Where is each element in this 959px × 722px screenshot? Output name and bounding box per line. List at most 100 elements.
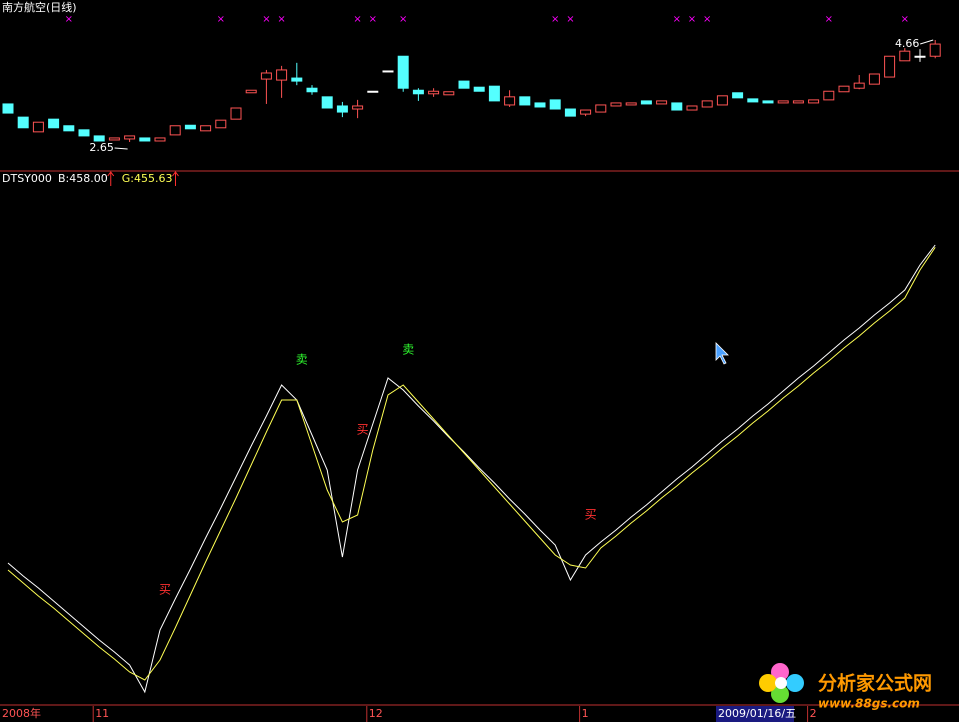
candle-body bbox=[838, 85, 850, 93]
x-tick-label: 12 bbox=[369, 707, 383, 720]
logo-petal bbox=[771, 663, 789, 681]
x-tick-label: 2 bbox=[810, 707, 817, 720]
candle-body bbox=[564, 108, 576, 117]
candle-body bbox=[108, 137, 120, 141]
candle-body bbox=[17, 116, 29, 129]
candle-body bbox=[595, 104, 607, 113]
candle-body bbox=[640, 100, 652, 105]
candle-body bbox=[914, 55, 926, 58]
candle-body bbox=[200, 125, 212, 132]
candle-body bbox=[686, 105, 698, 111]
logo-center bbox=[775, 677, 787, 689]
signal-marker: × bbox=[551, 14, 559, 25]
candle-body bbox=[777, 100, 789, 104]
candle-body bbox=[853, 82, 865, 89]
candle-body bbox=[2, 103, 14, 114]
indicator-line bbox=[7, 244, 936, 694]
candle-body bbox=[78, 129, 90, 137]
legend-arrow bbox=[172, 171, 179, 186]
signal-marker: × bbox=[262, 14, 270, 25]
candle-body bbox=[215, 119, 227, 129]
logo-petal bbox=[759, 674, 777, 692]
signal-marker: × bbox=[353, 14, 361, 25]
signal-marker: × bbox=[217, 14, 225, 25]
signal-marker: × bbox=[901, 14, 909, 25]
candle-body bbox=[245, 89, 257, 94]
candle-body bbox=[929, 43, 941, 57]
candle-body bbox=[884, 55, 896, 78]
candle-body bbox=[519, 96, 531, 106]
candle-body bbox=[671, 102, 683, 111]
annotation: 2.65 bbox=[89, 141, 114, 154]
candle-body bbox=[701, 100, 713, 108]
candle-body bbox=[48, 118, 60, 129]
candle-body bbox=[336, 105, 348, 113]
candle-body bbox=[534, 102, 546, 108]
watermark: 分析家公式网 www.88gs.com bbox=[759, 663, 932, 711]
candle-body bbox=[625, 102, 637, 106]
candle-body bbox=[276, 69, 288, 81]
candle-body bbox=[899, 50, 911, 62]
candle-body bbox=[352, 105, 364, 110]
signal-marker: × bbox=[399, 14, 407, 25]
candle-body bbox=[291, 77, 303, 82]
annotation-arrow bbox=[114, 147, 128, 150]
candle-body bbox=[443, 91, 455, 96]
candle-body bbox=[367, 90, 379, 93]
candle-body bbox=[823, 90, 835, 101]
signal-marker: × bbox=[566, 14, 574, 25]
candle-body bbox=[321, 96, 333, 109]
candle-body bbox=[504, 96, 516, 106]
candle-body bbox=[549, 99, 561, 110]
cursor bbox=[715, 342, 729, 365]
candle-body bbox=[139, 137, 151, 142]
annotation: 4.66 bbox=[895, 37, 920, 50]
cursor-label-box bbox=[716, 706, 794, 722]
watermark-url: www.88gs.com bbox=[818, 697, 920, 711]
candle-body bbox=[732, 92, 744, 99]
candle-body bbox=[382, 70, 394, 73]
trade-signal: 买 bbox=[159, 582, 171, 596]
indicator-line bbox=[7, 247, 936, 681]
signal-marker: × bbox=[65, 14, 73, 25]
trade-signal: 卖 bbox=[296, 353, 308, 367]
candle-body bbox=[184, 124, 196, 130]
x-tick-label: 1 bbox=[582, 707, 589, 720]
annotation-arrow bbox=[920, 39, 934, 45]
candle-body bbox=[868, 73, 880, 85]
candle-body bbox=[169, 125, 181, 136]
candle-body bbox=[428, 90, 440, 95]
signal-marker: × bbox=[703, 14, 711, 25]
candle-body bbox=[230, 107, 242, 120]
trade-signal: 卖 bbox=[402, 343, 414, 357]
candle-body bbox=[808, 99, 820, 104]
candle-body bbox=[580, 109, 592, 115]
indicator-title: DTSY000 bbox=[2, 172, 52, 185]
logo-petal bbox=[771, 685, 789, 703]
signal-marker: × bbox=[369, 14, 377, 25]
candle-body bbox=[458, 80, 470, 89]
legend-arrow bbox=[107, 171, 115, 186]
x-tick-label: 11 bbox=[95, 707, 109, 720]
trade-signal: 买 bbox=[357, 423, 369, 437]
candle-body bbox=[747, 98, 759, 103]
candle-body bbox=[63, 125, 75, 132]
signal-marker: × bbox=[277, 14, 285, 25]
candle-body bbox=[93, 135, 105, 142]
chart-title: 南方航空(日线) bbox=[2, 0, 77, 14]
x-tick-label: 2008年 bbox=[2, 706, 41, 720]
candle-body bbox=[792, 100, 804, 104]
watermark-title: 分析家公式网 bbox=[818, 672, 932, 695]
candle-body bbox=[656, 100, 668, 105]
candle-body bbox=[397, 55, 409, 89]
candle-body bbox=[154, 137, 166, 142]
candle-body bbox=[32, 121, 44, 133]
signal-marker: × bbox=[825, 14, 833, 25]
logo-petal bbox=[786, 674, 804, 692]
signal-marker: × bbox=[673, 14, 681, 25]
candle-body bbox=[488, 85, 500, 102]
candle-body bbox=[306, 87, 318, 93]
signal-marker: × bbox=[688, 14, 696, 25]
trade-signal: 买 bbox=[585, 508, 597, 522]
